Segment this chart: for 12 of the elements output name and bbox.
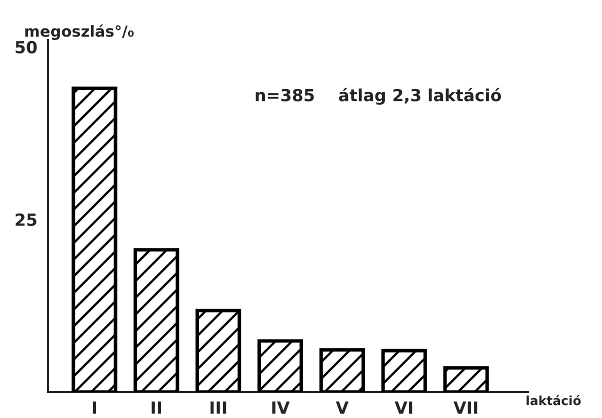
x-tick-label: II xyxy=(152,402,162,414)
x-tick-label: VI xyxy=(394,402,412,414)
x-tick-label: V xyxy=(336,402,349,414)
x-tick-label: IV xyxy=(272,402,290,414)
x-tick-label: VII xyxy=(453,402,478,414)
x-tick-label: I xyxy=(92,402,96,414)
x-tick-label: III xyxy=(210,402,226,414)
x-axis-title: laktáció xyxy=(526,395,581,406)
y-tick-label: 50 xyxy=(16,40,37,54)
annotation: n=385 átlag 2,3 laktáció xyxy=(256,88,502,105)
y-axis-title: megoszlás°/₀ xyxy=(25,24,134,40)
y-tick-label: 25 xyxy=(16,213,36,226)
